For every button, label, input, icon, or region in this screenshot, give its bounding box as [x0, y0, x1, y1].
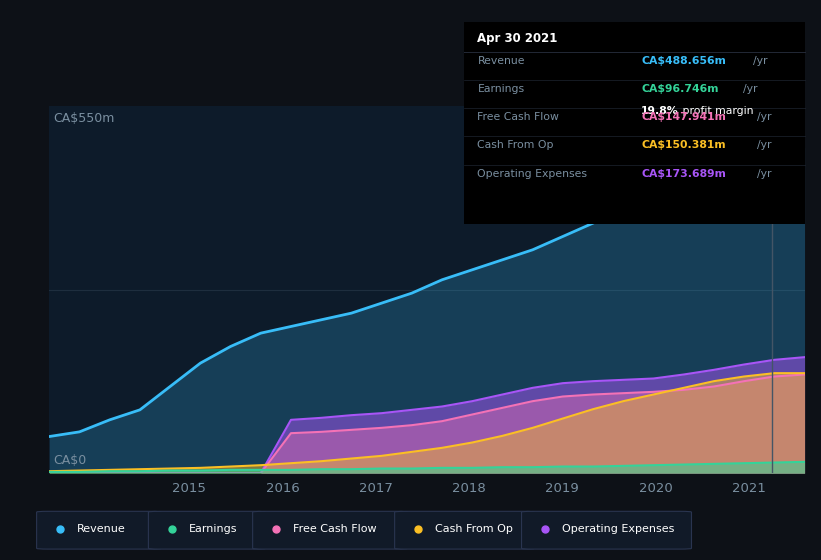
Text: Free Cash Flow: Free Cash Flow — [478, 112, 559, 122]
Text: /yr: /yr — [757, 169, 772, 179]
Text: CA$96.746m: CA$96.746m — [641, 84, 718, 94]
Text: CA$488.656m: CA$488.656m — [641, 55, 726, 66]
FancyBboxPatch shape — [521, 511, 691, 549]
Text: Free Cash Flow: Free Cash Flow — [292, 524, 376, 534]
Text: Earnings: Earnings — [189, 524, 237, 534]
Text: /yr: /yr — [754, 55, 768, 66]
Text: CA$150.381m: CA$150.381m — [641, 141, 726, 150]
Text: /yr: /yr — [757, 112, 772, 122]
Text: Cash From Op: Cash From Op — [434, 524, 512, 534]
Text: Operating Expenses: Operating Expenses — [478, 169, 588, 179]
FancyBboxPatch shape — [37, 511, 161, 549]
Text: CA$0: CA$0 — [53, 454, 86, 466]
FancyBboxPatch shape — [253, 511, 407, 549]
FancyBboxPatch shape — [395, 511, 534, 549]
Text: Apr 30 2021: Apr 30 2021 — [478, 32, 557, 45]
Text: CA$173.689m: CA$173.689m — [641, 169, 726, 179]
Text: Operating Expenses: Operating Expenses — [562, 524, 674, 534]
Text: 19.8%: 19.8% — [641, 106, 679, 116]
Text: /yr: /yr — [743, 84, 758, 94]
Text: CA$147.941m: CA$147.941m — [641, 112, 726, 122]
Text: Cash From Op: Cash From Op — [478, 141, 554, 150]
Text: CA$550m: CA$550m — [53, 112, 114, 125]
Text: /yr: /yr — [757, 141, 772, 150]
Text: profit margin: profit margin — [678, 106, 753, 116]
Text: Earnings: Earnings — [478, 84, 525, 94]
FancyBboxPatch shape — [149, 511, 265, 549]
Text: Revenue: Revenue — [76, 524, 126, 534]
Text: Revenue: Revenue — [478, 55, 525, 66]
